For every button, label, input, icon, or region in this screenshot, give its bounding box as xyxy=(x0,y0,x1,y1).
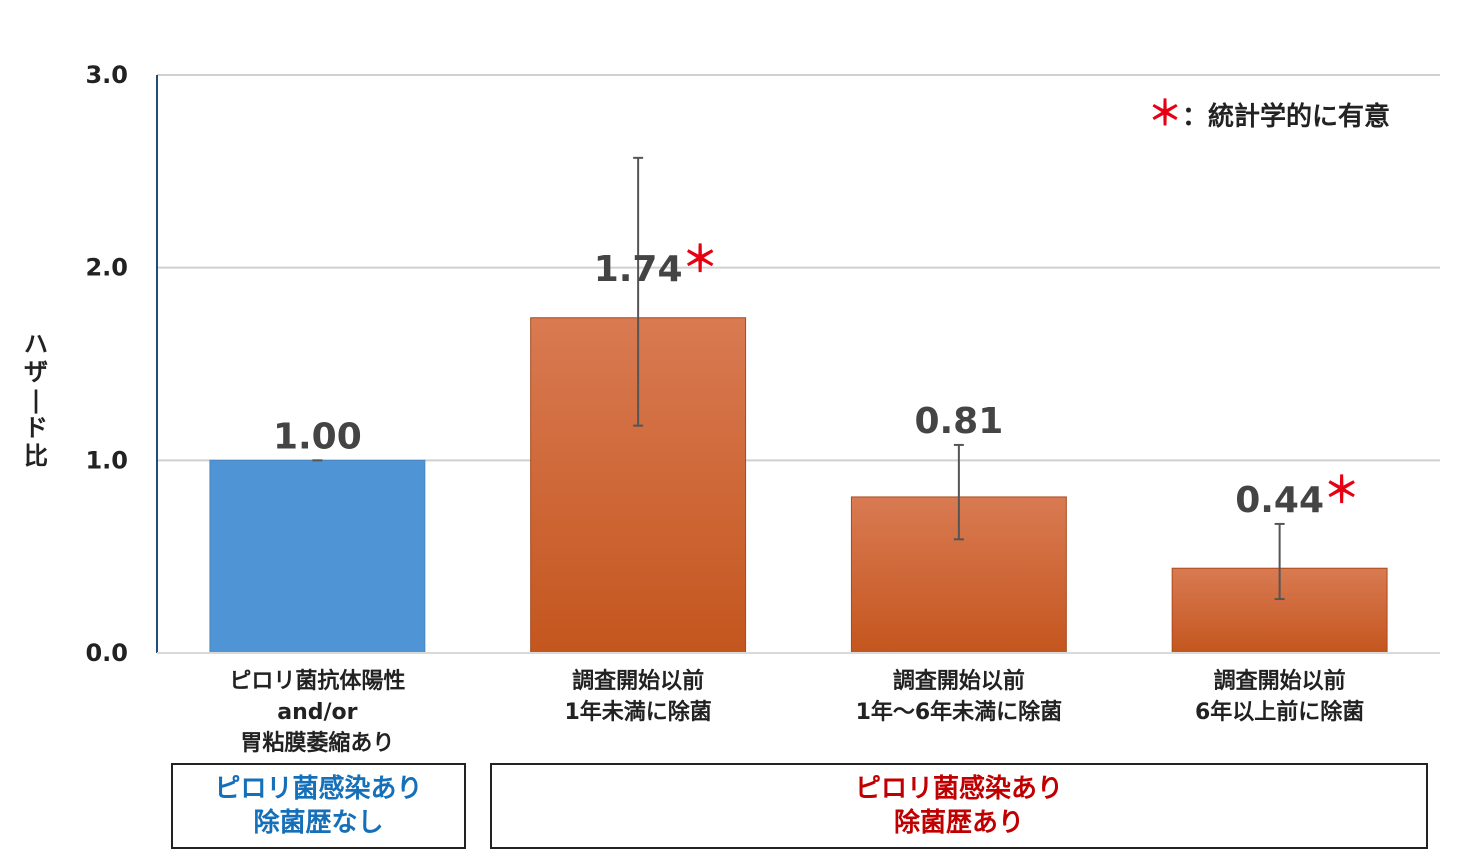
category-label: ピロリ菌抗体陽性 xyxy=(229,668,405,694)
y-tick-label: 0.0 xyxy=(85,639,128,667)
significance-mark: ＊ xyxy=(682,239,718,280)
data-labels: 1.001.74 ＊0.810.44 ＊ xyxy=(273,239,1360,521)
y-axis-label-char: ハ xyxy=(24,330,48,358)
category-labels: ピロリ菌抗体陽性and/or胃粘膜萎縮あり調査開始以前1年未満に除菌調査開始以前… xyxy=(229,668,1364,756)
category-label: 胃粘膜萎縮あり xyxy=(240,730,394,756)
group-box-no-eradication: ピロリ菌感染あり 除菌歴なし xyxy=(171,763,466,849)
error-bars xyxy=(312,156,1285,601)
y-axis-label-char: 比 xyxy=(24,442,48,470)
y-axis-label-char: ド xyxy=(24,414,48,442)
group-line: 除菌歴なし xyxy=(253,808,384,838)
legend-text: ：統計学的に有意 xyxy=(1182,102,1391,132)
category-label: 調査開始以前 xyxy=(1214,668,1346,694)
y-tick-label: 3.0 xyxy=(85,61,128,89)
category-label: 調査開始以前 xyxy=(893,668,1025,694)
bars xyxy=(209,317,1388,654)
y-axis-label-char: ザ xyxy=(24,358,48,386)
category-label: 調査開始以前 xyxy=(572,668,704,694)
group-line: ピロリ菌感染あり xyxy=(854,774,1063,804)
legend: ＊：統計学的に有意 xyxy=(1148,86,1390,135)
category-label: 1年～6年未満に除菌 xyxy=(856,699,1063,725)
significance-mark: ＊ xyxy=(1324,470,1360,511)
axes: 0.0 1.0 2.0 3.0 xyxy=(85,61,1440,667)
category-label: 1年未満に除菌 xyxy=(564,699,711,725)
data-label: 1.74 xyxy=(594,249,683,290)
category-label: 6年以上前に除菌 xyxy=(1195,699,1364,725)
group-line: 除菌歴あり xyxy=(893,808,1024,838)
bar xyxy=(209,459,426,654)
y-axis-label: ハザ|ド比 xyxy=(24,330,48,470)
y-tick-label: 2.0 xyxy=(85,254,128,282)
category-label: and/or xyxy=(277,700,357,725)
data-label: 0.44 xyxy=(1235,480,1324,521)
data-label: 1.00 xyxy=(273,416,362,457)
y-axis-label-char: | xyxy=(32,386,41,414)
data-label: 0.81 xyxy=(914,401,1003,442)
group-box-eradicated: ピロリ菌感染あり 除菌歴あり xyxy=(490,763,1428,849)
legend-significance-mark: ＊ xyxy=(1148,94,1182,134)
group-line: ピロリ菌感染あり xyxy=(214,774,423,804)
y-tick-label: 1.0 xyxy=(85,446,128,474)
